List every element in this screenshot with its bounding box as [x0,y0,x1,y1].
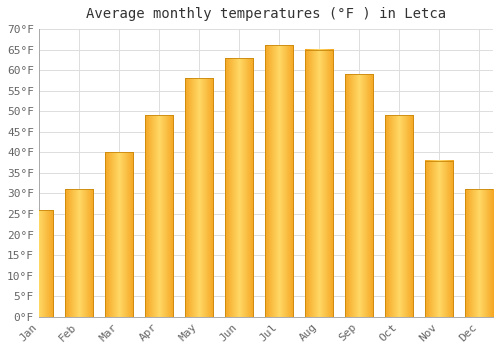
Bar [345,74,373,317]
Bar [25,210,53,317]
Bar [65,189,93,317]
Bar [385,116,413,317]
Bar [425,161,453,317]
Bar [265,46,293,317]
Bar [305,50,333,317]
Bar [225,58,253,317]
Bar [225,58,253,317]
Bar [185,78,213,317]
Bar [345,74,373,317]
Bar [145,116,173,317]
Bar [385,116,413,317]
Bar [105,152,133,317]
Bar [265,46,293,317]
Bar [465,189,493,317]
Bar [105,152,133,317]
Bar [185,78,213,317]
Bar [305,50,333,317]
Bar [425,161,453,317]
Title: Average monthly temperatures (°F ) in Letca: Average monthly temperatures (°F ) in Le… [86,7,446,21]
Bar [65,189,93,317]
Bar [145,116,173,317]
Bar [25,210,53,317]
Bar [465,189,493,317]
